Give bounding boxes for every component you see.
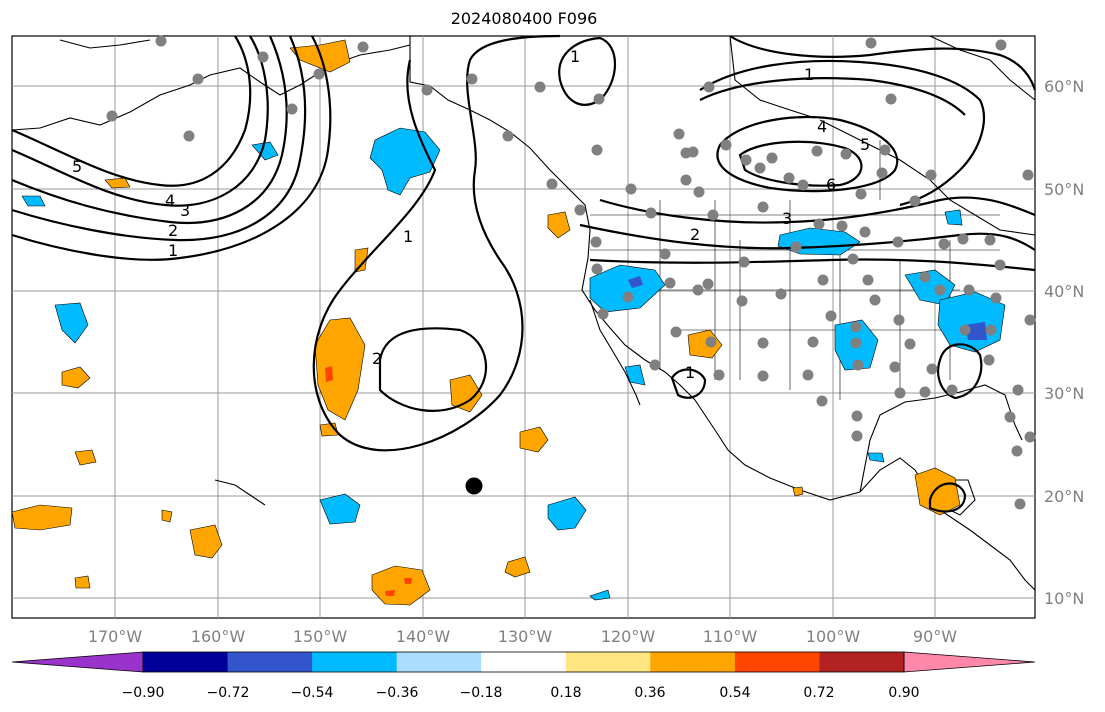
contour-label: 6 — [826, 175, 836, 194]
contour-label: 1 — [403, 227, 413, 246]
lat-tick-label: 40°N — [1044, 282, 1084, 301]
contour-label: 3 — [180, 201, 190, 220]
lon-tick-label: 120°W — [601, 627, 656, 646]
colorbar-tick-label: −0.18 — [460, 685, 503, 701]
location-marker — [465, 477, 483, 495]
colorbar-tick-label: −0.36 — [376, 685, 419, 701]
latitude-labels: 60°N 50°N 40°N 30°N 20°N 10°N — [1044, 77, 1084, 608]
colorbar-segment — [565, 652, 651, 672]
colorbar-segment — [227, 652, 313, 672]
lon-tick-label: 150°W — [293, 627, 348, 646]
contour-label: 1 — [685, 363, 695, 382]
colorbar-segment — [312, 652, 398, 672]
colorbar-segment — [143, 652, 229, 672]
contour-label-group: 1 2 3 4 5 6 1 2 3 4 5 1 2 1 1 — [72, 47, 870, 382]
gridlines — [12, 36, 1035, 618]
contour-label: 4 — [817, 117, 827, 136]
positive-anomaly-regions — [11, 39, 961, 606]
colorbar-tick-label: −0.54 — [291, 685, 334, 701]
lon-tick-label: 110°W — [703, 627, 758, 646]
colorbar-outline — [142, 651, 905, 673]
colorbar-segment — [734, 652, 820, 672]
longitude-labels: 170°W 160°W 150°W 140°W 130°W 120°W 110°… — [88, 627, 957, 646]
colorbar-tick-label: 0.36 — [634, 685, 665, 701]
negative-anomaly-regions — [21, 127, 1006, 601]
contour-label: 2 — [690, 225, 700, 244]
strong-negative-regions — [628, 276, 987, 340]
colorbar-segment — [819, 652, 905, 672]
contour-label: 1 — [570, 47, 580, 66]
contour-label: 3 — [782, 209, 792, 228]
contour-label: 2 — [168, 221, 178, 240]
station-dots — [106, 35, 1036, 510]
colorbar-segment — [903, 651, 1036, 673]
colorbar-tick-label: 0.90 — [888, 685, 919, 701]
contour-label: 2 — [372, 349, 382, 368]
lon-tick-label: 130°W — [498, 627, 553, 646]
lat-tick-label: 50°N — [1044, 180, 1084, 199]
lon-tick-label: 160°W — [191, 627, 246, 646]
contour-lines — [11, 34, 1037, 513]
contour-label: 1 — [168, 241, 178, 260]
contour-label: 5 — [72, 157, 82, 176]
map-title: 2024080400 F096 — [450, 9, 598, 28]
colorbar-tick-label: −0.90 — [122, 685, 165, 701]
lat-tick-label: 60°N — [1044, 77, 1084, 96]
colorbar-tick-label: −0.72 — [207, 685, 250, 701]
lon-tick-label: 90°W — [913, 627, 957, 646]
colorbar-tick-label: 0.54 — [719, 685, 750, 701]
contour-label: 1 — [804, 65, 814, 84]
contour-label: 4 — [165, 191, 175, 210]
colorbar-segment — [481, 652, 567, 672]
colorbar-segment — [396, 652, 482, 672]
strong-positive-regions — [325, 366, 412, 596]
colorbar-segment — [11, 651, 144, 673]
colorbar-tick-label: 0.18 — [550, 685, 581, 701]
lat-tick-label: 10°N — [1044, 589, 1084, 608]
colorbar — [11, 651, 1036, 673]
lon-tick-label: 100°W — [806, 627, 861, 646]
lon-tick-label: 140°W — [396, 627, 451, 646]
lon-tick-label: 170°W — [88, 627, 143, 646]
lat-tick-label: 20°N — [1044, 487, 1084, 506]
lat-tick-label: 30°N — [1044, 384, 1084, 403]
colorbar-segment — [650, 652, 736, 672]
contour-label: 5 — [860, 135, 870, 154]
colorbar-labels: −0.90 −0.72 −0.54 −0.36 −0.18 0.18 0.36 … — [122, 685, 920, 701]
colorbar-tick-label: 0.72 — [803, 685, 834, 701]
